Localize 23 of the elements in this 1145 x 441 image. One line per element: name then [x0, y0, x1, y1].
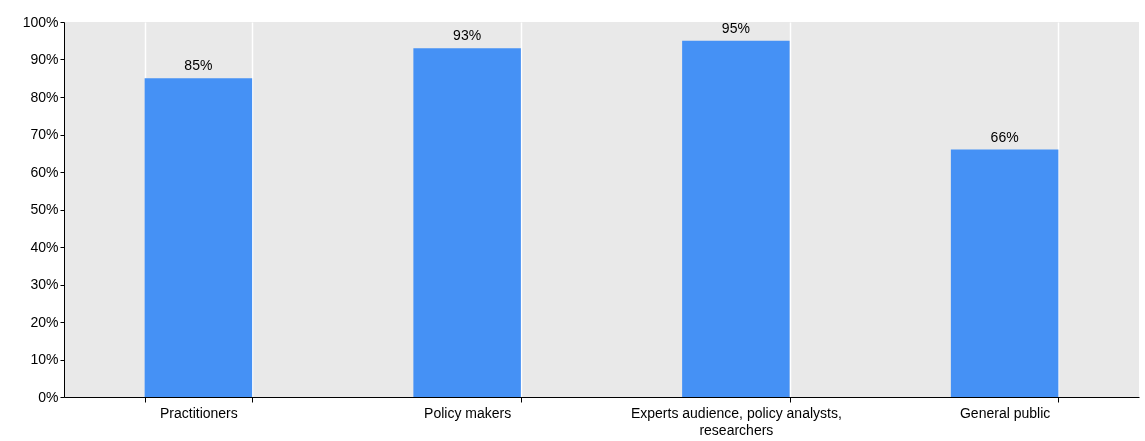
y-tick-label: 40% [30, 238, 59, 255]
y-tick-label: 0% [38, 388, 59, 405]
y-tick-label: 20% [30, 313, 59, 330]
data-label: 85% [184, 57, 213, 74]
y-tick-label: 70% [30, 126, 59, 142]
x-tick-label: Practitioners [159, 404, 238, 421]
bar [950, 149, 1059, 397]
data-label: 93% [453, 27, 482, 44]
data-label: 66% [990, 128, 1019, 145]
bar [682, 40, 790, 397]
bar [144, 78, 253, 397]
data-label: 95% [721, 19, 750, 36]
y-tick-label: 30% [30, 276, 59, 292]
y-tick-label: 100% [22, 13, 59, 30]
y-tick-label: 80% [30, 88, 59, 105]
y-tick-label: 10% [30, 351, 59, 367]
y-tick-label: 90% [30, 51, 59, 67]
x-tick-label: General public [959, 404, 1051, 421]
y-tick-label: 60% [30, 163, 59, 180]
y-tick-label: 50% [30, 201, 59, 217]
x-tick-label: Policy makers [424, 404, 512, 421]
bar [413, 48, 521, 397]
x-tick-label: Experts audience, policy analysts, researchers [630, 404, 842, 438]
